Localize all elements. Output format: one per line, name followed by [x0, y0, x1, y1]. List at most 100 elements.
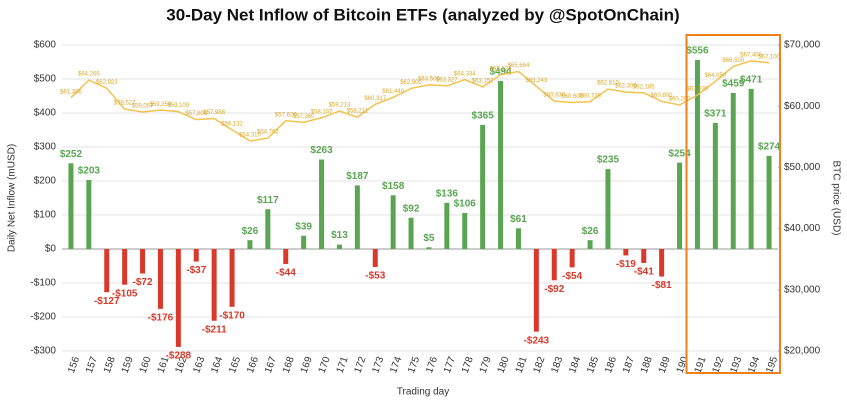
price-label: $64,334 [454, 71, 476, 77]
x-tick-label: 166 [245, 355, 261, 375]
bar-label: -$176 [148, 312, 174, 323]
bar-label: $92 [403, 203, 420, 214]
bar-label: $274 [758, 141, 781, 152]
price-label: $63,152 [472, 78, 494, 84]
x-tick-label: 157 [84, 355, 100, 375]
price-label: $67,100 [758, 54, 780, 60]
highlight-box [685, 34, 781, 374]
bar-label: $106 [454, 199, 477, 210]
bar-label: -$92 [544, 284, 564, 295]
price-label: $59,527 [114, 101, 136, 107]
x-tick-label: 164 [209, 355, 225, 375]
y-tick-label: -$100 [30, 278, 56, 289]
y2-tick-label: $60,000 [784, 101, 821, 112]
x-tick-label: 195 [764, 355, 780, 375]
x-tick-label: 183 [549, 355, 565, 375]
price-label: $59,057 [132, 104, 154, 110]
price-label: $62,185 [633, 84, 655, 90]
y-tick-label: $100 [34, 210, 57, 221]
y-axis-title: Daily Net Inflow (mUSD) [7, 144, 18, 252]
bar [623, 249, 629, 256]
price-label: $65,664 [508, 63, 530, 69]
bar [748, 88, 754, 249]
bar-label: $235 [597, 155, 620, 166]
price-label: $60,317 [364, 96, 386, 102]
bar-label: $61 [510, 214, 527, 225]
bar [677, 162, 683, 249]
bar [104, 249, 110, 293]
bar [157, 249, 163, 309]
x-tick-label: 188 [639, 355, 655, 375]
price-label: $59,109 [167, 103, 189, 109]
bar [766, 155, 772, 249]
x-tick-label: 189 [657, 355, 673, 375]
bar-label: -$37 [186, 265, 206, 276]
y-tick-label: $0 [45, 244, 57, 255]
price-label: $63,327 [436, 77, 458, 83]
bar-label: -$211 [202, 324, 227, 335]
y-tick-label: $600 [34, 40, 57, 51]
bar [175, 249, 181, 347]
x-tick-label: 156 [66, 355, 82, 375]
x-tick-label: 194 [746, 355, 762, 375]
bar-label: $136 [436, 188, 459, 199]
x-tick-label: 175 [406, 355, 422, 375]
bar [301, 235, 307, 249]
bar-label: -$19 [616, 259, 636, 270]
price-label: $54,310 [239, 133, 261, 139]
x-tick-label: 158 [102, 355, 118, 375]
price-label: $59,213 [329, 103, 351, 109]
price-label: $56,132 [221, 121, 243, 127]
x-tick-label: 174 [388, 355, 404, 375]
price-label: $64,266 [78, 72, 100, 78]
bar [193, 249, 199, 262]
bar-label: $5 [423, 233, 435, 244]
bar-label: -$170 [219, 310, 245, 321]
bar-label: $158 [382, 181, 405, 192]
bar [68, 163, 74, 249]
bar [211, 249, 217, 321]
bar-label: $203 [78, 166, 101, 177]
price-label: $63,500 [418, 76, 440, 82]
bar-label: $187 [346, 171, 369, 182]
x-tick-label: 192 [710, 355, 726, 375]
price-label: $67,400 [740, 52, 762, 58]
bar-label: -$127 [94, 296, 120, 307]
x-tick-label: 179 [478, 355, 494, 375]
price-label: $65,134 [490, 66, 512, 72]
x-axis-title: Trading day [397, 387, 449, 398]
price-label: $60,800 [651, 93, 673, 99]
price-label: $59,350 [150, 102, 172, 108]
x-tick-label: 172 [352, 355, 368, 375]
bar-label: -$243 [524, 335, 550, 346]
bar-label: $371 [704, 109, 727, 120]
y-tick-label: $300 [34, 142, 57, 153]
bar-label: $494 [489, 67, 512, 78]
bar [551, 249, 557, 281]
bar-label: -$288 [166, 351, 192, 362]
y-tick-label: $500 [34, 74, 57, 85]
price-label: $57,620 [275, 112, 297, 118]
x-tick-label: 176 [424, 355, 440, 375]
y2-axis-title: BTC price (USD) [830, 160, 841, 235]
x-tick-label: 191 [693, 355, 709, 375]
bar [605, 169, 611, 249]
bar [694, 59, 700, 250]
y2-tick-label: $30,000 [784, 284, 821, 295]
bar-label: -$105 [112, 288, 138, 299]
price-label: $64,050 [704, 73, 726, 79]
x-tick-label: 160 [138, 355, 154, 375]
x-tick-label: 182 [531, 355, 547, 375]
bar-label: $117 [257, 195, 279, 206]
bar-label: -$81 [652, 280, 672, 291]
bar-label: $26 [242, 226, 259, 237]
price-label: $58,107 [311, 109, 333, 115]
bar [319, 159, 325, 249]
bar-label: $471 [740, 75, 763, 86]
bar-label: $254 [668, 148, 691, 159]
x-tick-label: 181 [514, 355, 530, 375]
x-tick-label: 184 [567, 355, 583, 375]
price-label: $60,728 [579, 93, 601, 99]
bar [659, 249, 665, 277]
